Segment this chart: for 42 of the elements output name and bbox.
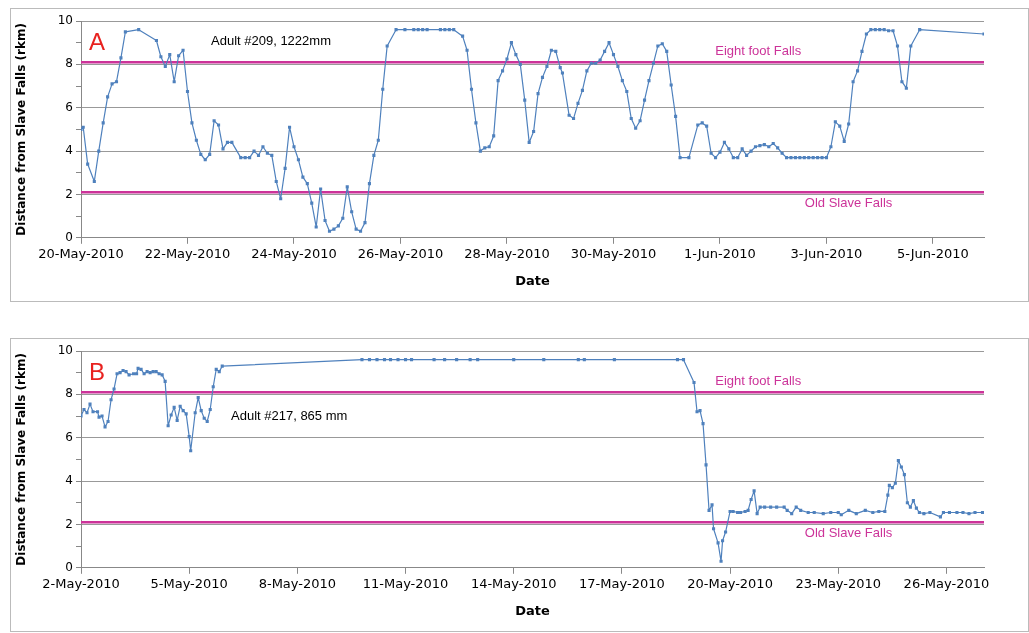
ref-line-label: Eight foot Falls [715,43,802,59]
x-tick-label: 17-May-2010 [579,575,665,591]
x-axis-title: Date [515,602,550,618]
x-tick-label: 11-May-2010 [362,575,449,591]
x-tick-label: 20-May-2010 [38,245,124,261]
annotation: Adult #217, 865 mm [231,407,348,423]
x-tick-label: 8-May-2010 [258,575,337,591]
x-tick-label: 5-Jun-2010 [897,245,969,261]
y-tick-label: 8 [65,56,73,71]
x-tick-label: 2-May-2010 [42,575,120,591]
x-tick-label: 30-May-2010 [570,245,657,261]
y-tick-label: 2 [65,186,73,201]
annotation: B [89,357,106,385]
x-tick-label: 14-May-2010 [470,575,557,591]
annotation: Adult #209, 1222mm [211,32,331,48]
ref-line-label: Old Slave Falls [804,195,893,211]
y-tick-label: 8 [65,386,73,401]
y-tick-label: 6 [65,99,73,114]
x-tick-label: 24-May-2010 [251,245,337,261]
x-tick-label: 3-Jun-2010 [790,245,863,261]
y-axis-title: Distance from Slave Falls (rkm) [14,23,29,236]
x-tick-label: 22-May-2010 [144,245,231,261]
ref-line-label: Old Slave Falls [804,525,893,541]
y-tick-label: 10 [57,13,73,28]
x-tick-label: 26-May-2010 [903,575,990,591]
x-tick-label: 23-May-2010 [795,575,882,591]
annotation: A [89,27,106,55]
x-tick-label: 1-Jun-2010 [684,245,756,261]
y-tick-label: 0 [65,229,73,244]
y-tick-label: 10 [57,343,73,358]
x-tick-label: 20-May-2010 [687,575,773,591]
y-tick-label: 2 [65,516,73,531]
y-tick-label: 4 [65,473,73,488]
x-tick-label: 5-May-2010 [150,575,228,591]
y-tick-label: 0 [65,559,73,574]
ref-line-label: Eight foot Falls [715,373,802,389]
x-tick-label: 26-May-2010 [357,245,444,261]
y-tick-label: 4 [65,143,73,158]
y-axis-title: Distance from Slave Falls (rkm) [14,353,29,566]
x-axis-title: Date [515,272,550,288]
x-tick-label: 28-May-2010 [464,245,550,261]
y-tick-label: 6 [65,429,73,444]
